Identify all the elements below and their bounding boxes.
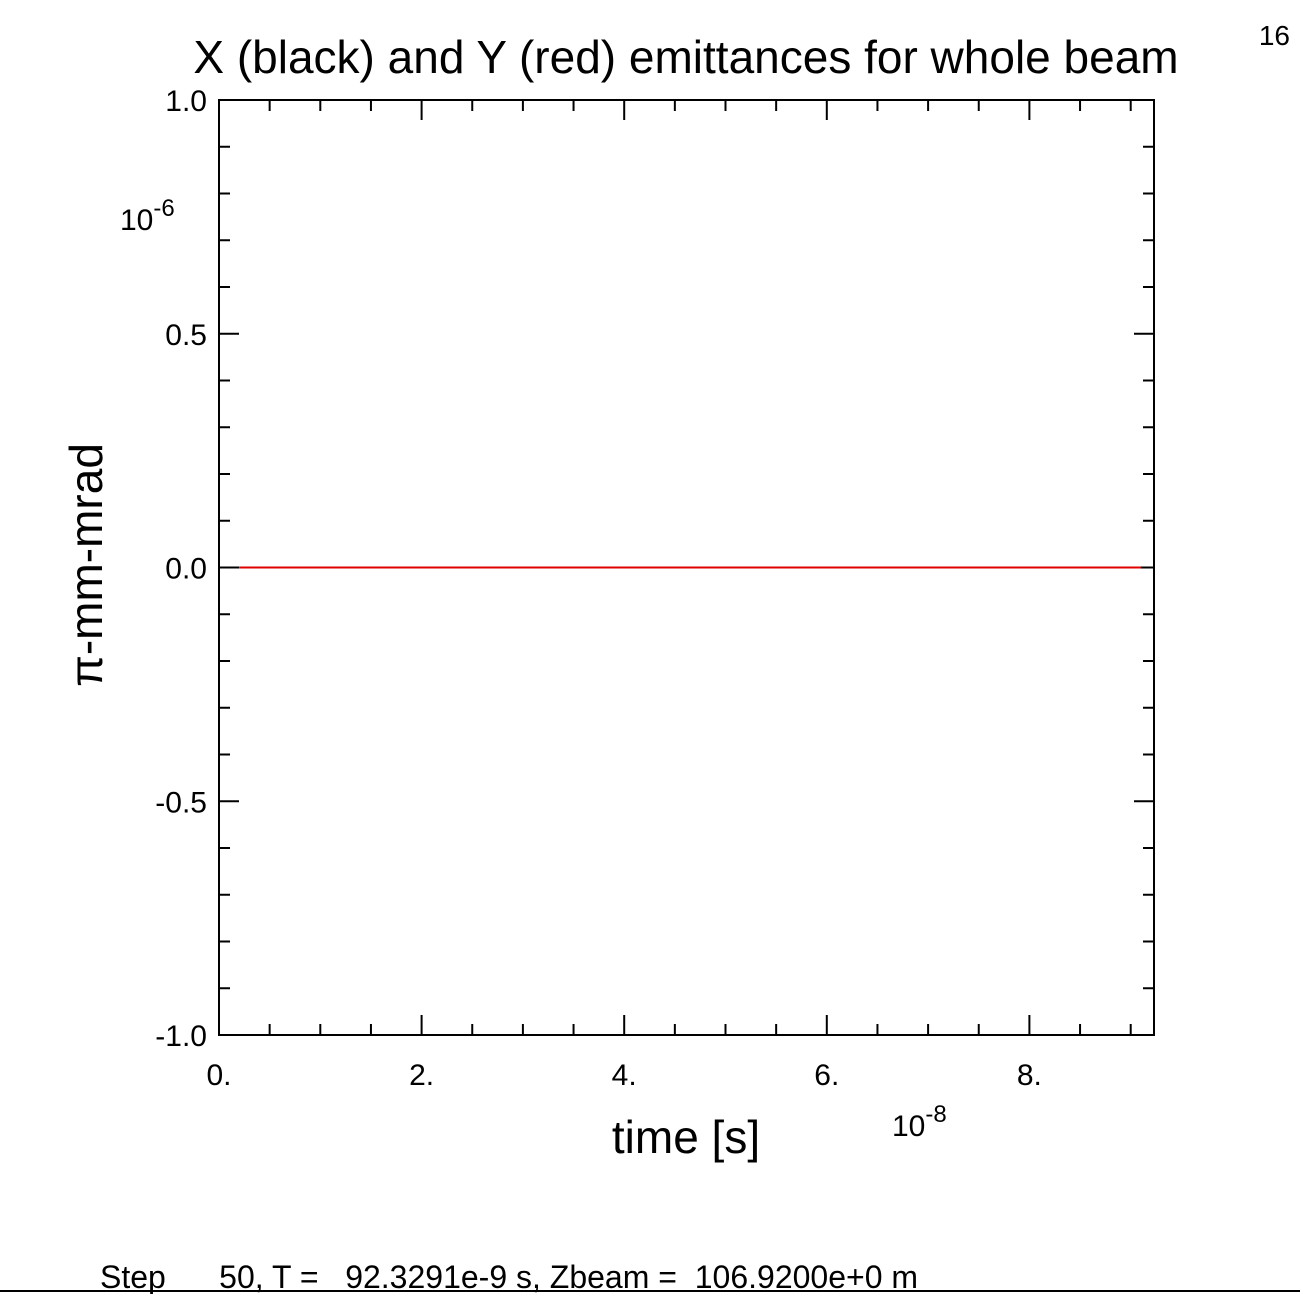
x-tick-label: 0.: [206, 1059, 231, 1092]
x-multiplier: 10-8: [892, 1101, 947, 1143]
y-multiplier-base: 10: [120, 204, 153, 237]
y-multiplier-exponent: -6: [153, 195, 174, 222]
ticks-group: [218, 99, 1154, 1036]
y-tick-label: -1.0: [155, 1020, 207, 1053]
x-tick-label: 6.: [814, 1059, 839, 1092]
tick-labels-group: 0. 2. 4. 6. 8. 1.0 0.5 0.0 -0.5 -1.0: [155, 85, 1042, 1092]
x-tick-label: 8.: [1017, 1059, 1042, 1092]
page-number: 16: [1259, 20, 1290, 51]
y-tick-label: 0.5: [165, 319, 207, 352]
x-multiplier-exponent: -8: [925, 1101, 946, 1128]
y-tick-label: 1.0: [165, 85, 207, 118]
status-line: Step 50, T = 92.3291e-9 s, Zbeam = 106.9…: [100, 1259, 918, 1294]
x-tick-label: 4.: [612, 1059, 637, 1092]
chart-title: X (black) and Y (red) emittances for who…: [193, 31, 1178, 83]
x-tick-label: 2.: [409, 1059, 434, 1092]
x-axis-label: time [s]: [612, 1111, 760, 1163]
y-tick-label: 0.0: [165, 553, 207, 586]
y-multiplier: 10-6: [120, 195, 175, 237]
y-tick-label: -0.5: [155, 786, 207, 819]
y-axis-label: π-mm-mrad: [60, 443, 112, 687]
x-multiplier-base: 10: [892, 1110, 925, 1143]
